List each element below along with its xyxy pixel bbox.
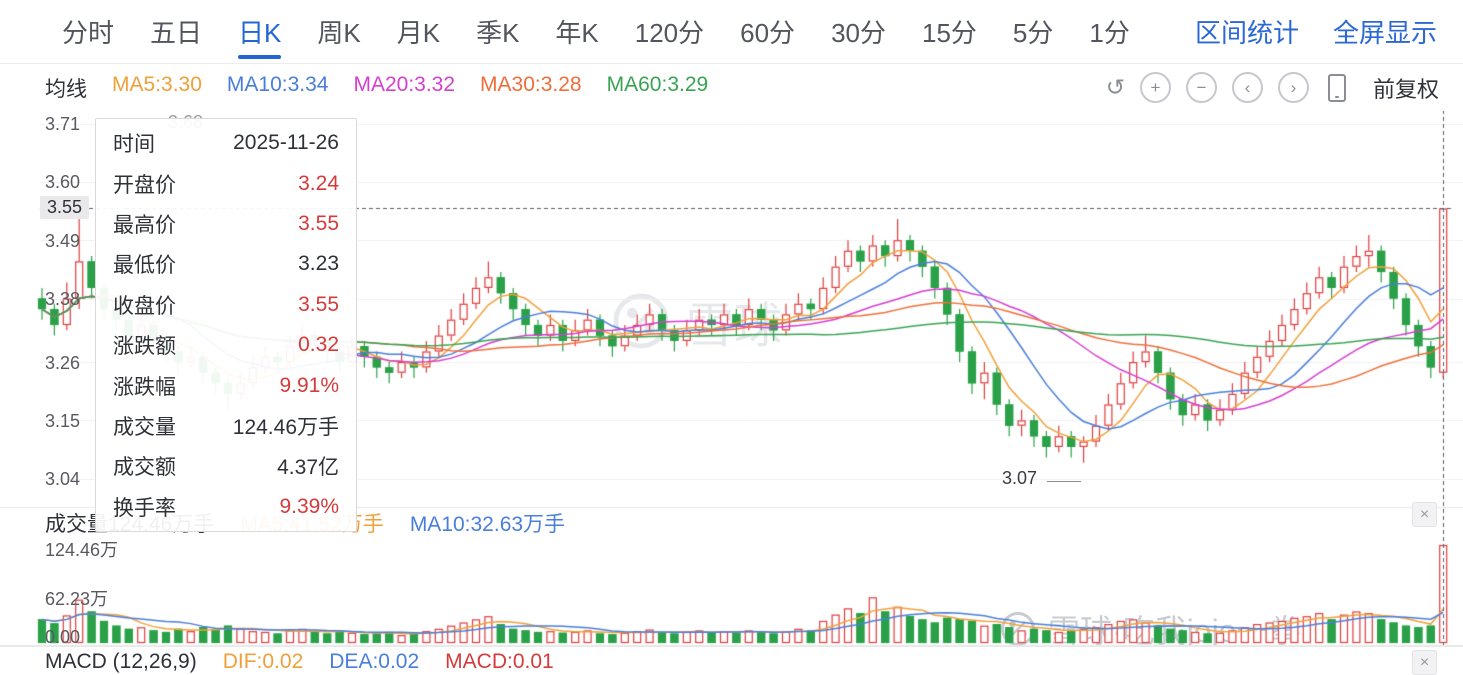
chevron-right-icon[interactable]: › bbox=[1277, 72, 1309, 103]
tooltip-row: 涨跌额 0.32 bbox=[96, 325, 356, 365]
price-axis-label: 3.60 bbox=[45, 172, 81, 192]
adjust-type-button[interactable]: 前复权 bbox=[1372, 76, 1439, 102]
tooltip-row-label: 涨跌额 bbox=[113, 335, 176, 359]
volume-pane-close-button[interactable]: × bbox=[1412, 502, 1437, 527]
tooltip-row-value: 3.55 bbox=[298, 212, 339, 236]
macd-dea-value: DEA:0.02 bbox=[329, 649, 420, 673]
tab-30min[interactable]: 30分 bbox=[831, 18, 886, 48]
reset-icon[interactable]: ↺ bbox=[1105, 74, 1125, 100]
tooltip-row-value: 124.46万手 bbox=[232, 416, 339, 440]
volume-axis-label: 124.46万 bbox=[45, 540, 119, 560]
tab-5min[interactable]: 5分 bbox=[1012, 18, 1054, 48]
ma60-value: MA60:3.29 bbox=[606, 72, 709, 96]
price-axis-label: 3.71 bbox=[45, 114, 81, 134]
price-axis-label: 3.04 bbox=[45, 469, 81, 489]
tooltip-row: 开盘价 3.24 bbox=[96, 163, 356, 203]
macd-pane-close-button[interactable]: × bbox=[1412, 650, 1437, 675]
tab-yearly-k[interactable]: 年K bbox=[555, 18, 599, 48]
ma30-value: MA30:3.28 bbox=[480, 72, 582, 96]
tooltip-row-value: 3.23 bbox=[298, 252, 339, 276]
low-price-marker-line bbox=[1047, 481, 1081, 482]
ma10-value: MA10:3.34 bbox=[226, 72, 329, 96]
tabbar-links: 区间统计 全屏显示 bbox=[1195, 0, 1437, 63]
tab-daily-k[interactable]: 日K bbox=[238, 0, 282, 63]
tooltip-row: 换手率 9.39% bbox=[96, 487, 356, 527]
ma20-value: MA20:3.32 bbox=[353, 72, 456, 96]
macd-pane-header: MACD (12,26,9) DIF:0.02 DEA:0.02 MACD:0.… bbox=[0, 646, 1463, 675]
tab-quarterly-k[interactable]: 季K bbox=[476, 18, 520, 48]
tooltip-row: 时间 2025-11-26 bbox=[96, 123, 356, 163]
tooltip-row-label: 最低价 bbox=[113, 254, 176, 278]
tooltip-row-label: 开盘价 bbox=[113, 173, 176, 197]
tooltip-row-label: 成交额 bbox=[113, 456, 176, 480]
tooltip-row-label: 成交量 bbox=[113, 416, 176, 440]
tooltip-row-label: 最高价 bbox=[113, 214, 176, 238]
tooltip-row: 涨跌幅 9.91% bbox=[96, 365, 356, 405]
ma5-value: MA5:3.30 bbox=[112, 72, 202, 96]
tooltip-row-label: 时间 bbox=[113, 133, 155, 157]
tooltip-row: 成交额 4.37亿 bbox=[96, 446, 356, 486]
price-axis-label: 3.49 bbox=[45, 231, 81, 251]
tooltip-row: 最高价 3.55 bbox=[96, 204, 356, 244]
macd-dif-value: DIF:0.02 bbox=[222, 649, 304, 673]
tab-intraday[interactable]: 分时 bbox=[62, 18, 115, 48]
volume-axis-label: 0.00 bbox=[45, 627, 81, 647]
volume-axis-label: 62.23万 bbox=[45, 589, 109, 609]
tooltip-row-value: 4.37亿 bbox=[277, 456, 339, 480]
tooltip-row-value: 9.91% bbox=[279, 373, 339, 397]
tab-5day[interactable]: 五日 bbox=[150, 18, 203, 48]
mobile-icon[interactable] bbox=[1327, 73, 1346, 102]
price-axis-label: 3.38 bbox=[45, 289, 81, 309]
tooltip-row-value: 3.24 bbox=[298, 171, 339, 195]
tab-60min[interactable]: 60分 bbox=[740, 18, 796, 48]
tab-monthly-k[interactable]: 月K bbox=[396, 18, 441, 48]
macd-value: MACD:0.01 bbox=[445, 649, 554, 673]
chart-toolbar: ↺ + − ‹ › 前复权 bbox=[1106, 72, 1439, 104]
tab-1min[interactable]: 1分 bbox=[1089, 18, 1130, 48]
tooltip-row-value: 2025-11-26 bbox=[233, 131, 339, 155]
tooltip-row: 最低价 3.23 bbox=[96, 244, 356, 284]
tooltip-row: 收盘价 3.55 bbox=[96, 285, 356, 325]
chevron-left-icon[interactable]: ‹ bbox=[1231, 72, 1263, 103]
tooltip-row: 成交量 124.46万手 bbox=[96, 406, 356, 446]
fullscreen-link[interactable]: 全屏显示 bbox=[1332, 18, 1437, 48]
zoom-in-icon[interactable]: + bbox=[1139, 72, 1171, 103]
tooltip-row-label: 换手率 bbox=[113, 496, 176, 520]
current-price-tag: 3.55 bbox=[40, 196, 90, 219]
tab-120min[interactable]: 120分 bbox=[634, 18, 705, 48]
tooltip-row-label: 涨跌幅 bbox=[113, 375, 176, 399]
tooltip-row-value: 3.55 bbox=[298, 292, 339, 316]
price-axis-label: 3.26 bbox=[45, 353, 81, 373]
macd-title: MACD (12,26,9) bbox=[45, 649, 197, 673]
range-stats-link[interactable]: 区间统计 bbox=[1194, 18, 1299, 48]
period-tabbar: 分时 五日 日K 周K 月K 季K 年K 120分 60分 30分 15分 5分… bbox=[0, 0, 1463, 64]
ma-legend-title: 均线 bbox=[45, 77, 87, 101]
price-axis-label: 3.15 bbox=[45, 411, 81, 431]
zoom-out-icon[interactable]: − bbox=[1185, 72, 1217, 103]
tab-15min[interactable]: 15分 bbox=[921, 18, 977, 48]
ma-legend: 均线 MA5:3.30 MA10:3.34 MA20:3.32 MA30:3.2… bbox=[45, 73, 708, 103]
period-tabs: 分时 五日 日K 周K 月K 季K 年K 120分 60分 30分 15分 5分… bbox=[62, 0, 1130, 63]
tab-weekly-k[interactable]: 周K bbox=[317, 18, 361, 48]
tooltip-row-value: 0.32 bbox=[298, 333, 339, 357]
tooltip-row-value: 9.39% bbox=[279, 494, 339, 518]
candle-tooltip: 时间 2025-11-26 开盘价 3.24 最高价 3.55 最低价 3.23… bbox=[95, 118, 357, 532]
low-price-marker: 3.07 bbox=[1002, 468, 1038, 488]
tooltip-row-label: 收盘价 bbox=[113, 294, 176, 318]
ma-legend-row: 均线 MA5:3.30 MA10:3.34 MA20:3.32 MA30:3.2… bbox=[0, 64, 1463, 111]
volume-ma10-value: MA10:32.63万手 bbox=[409, 513, 566, 536]
